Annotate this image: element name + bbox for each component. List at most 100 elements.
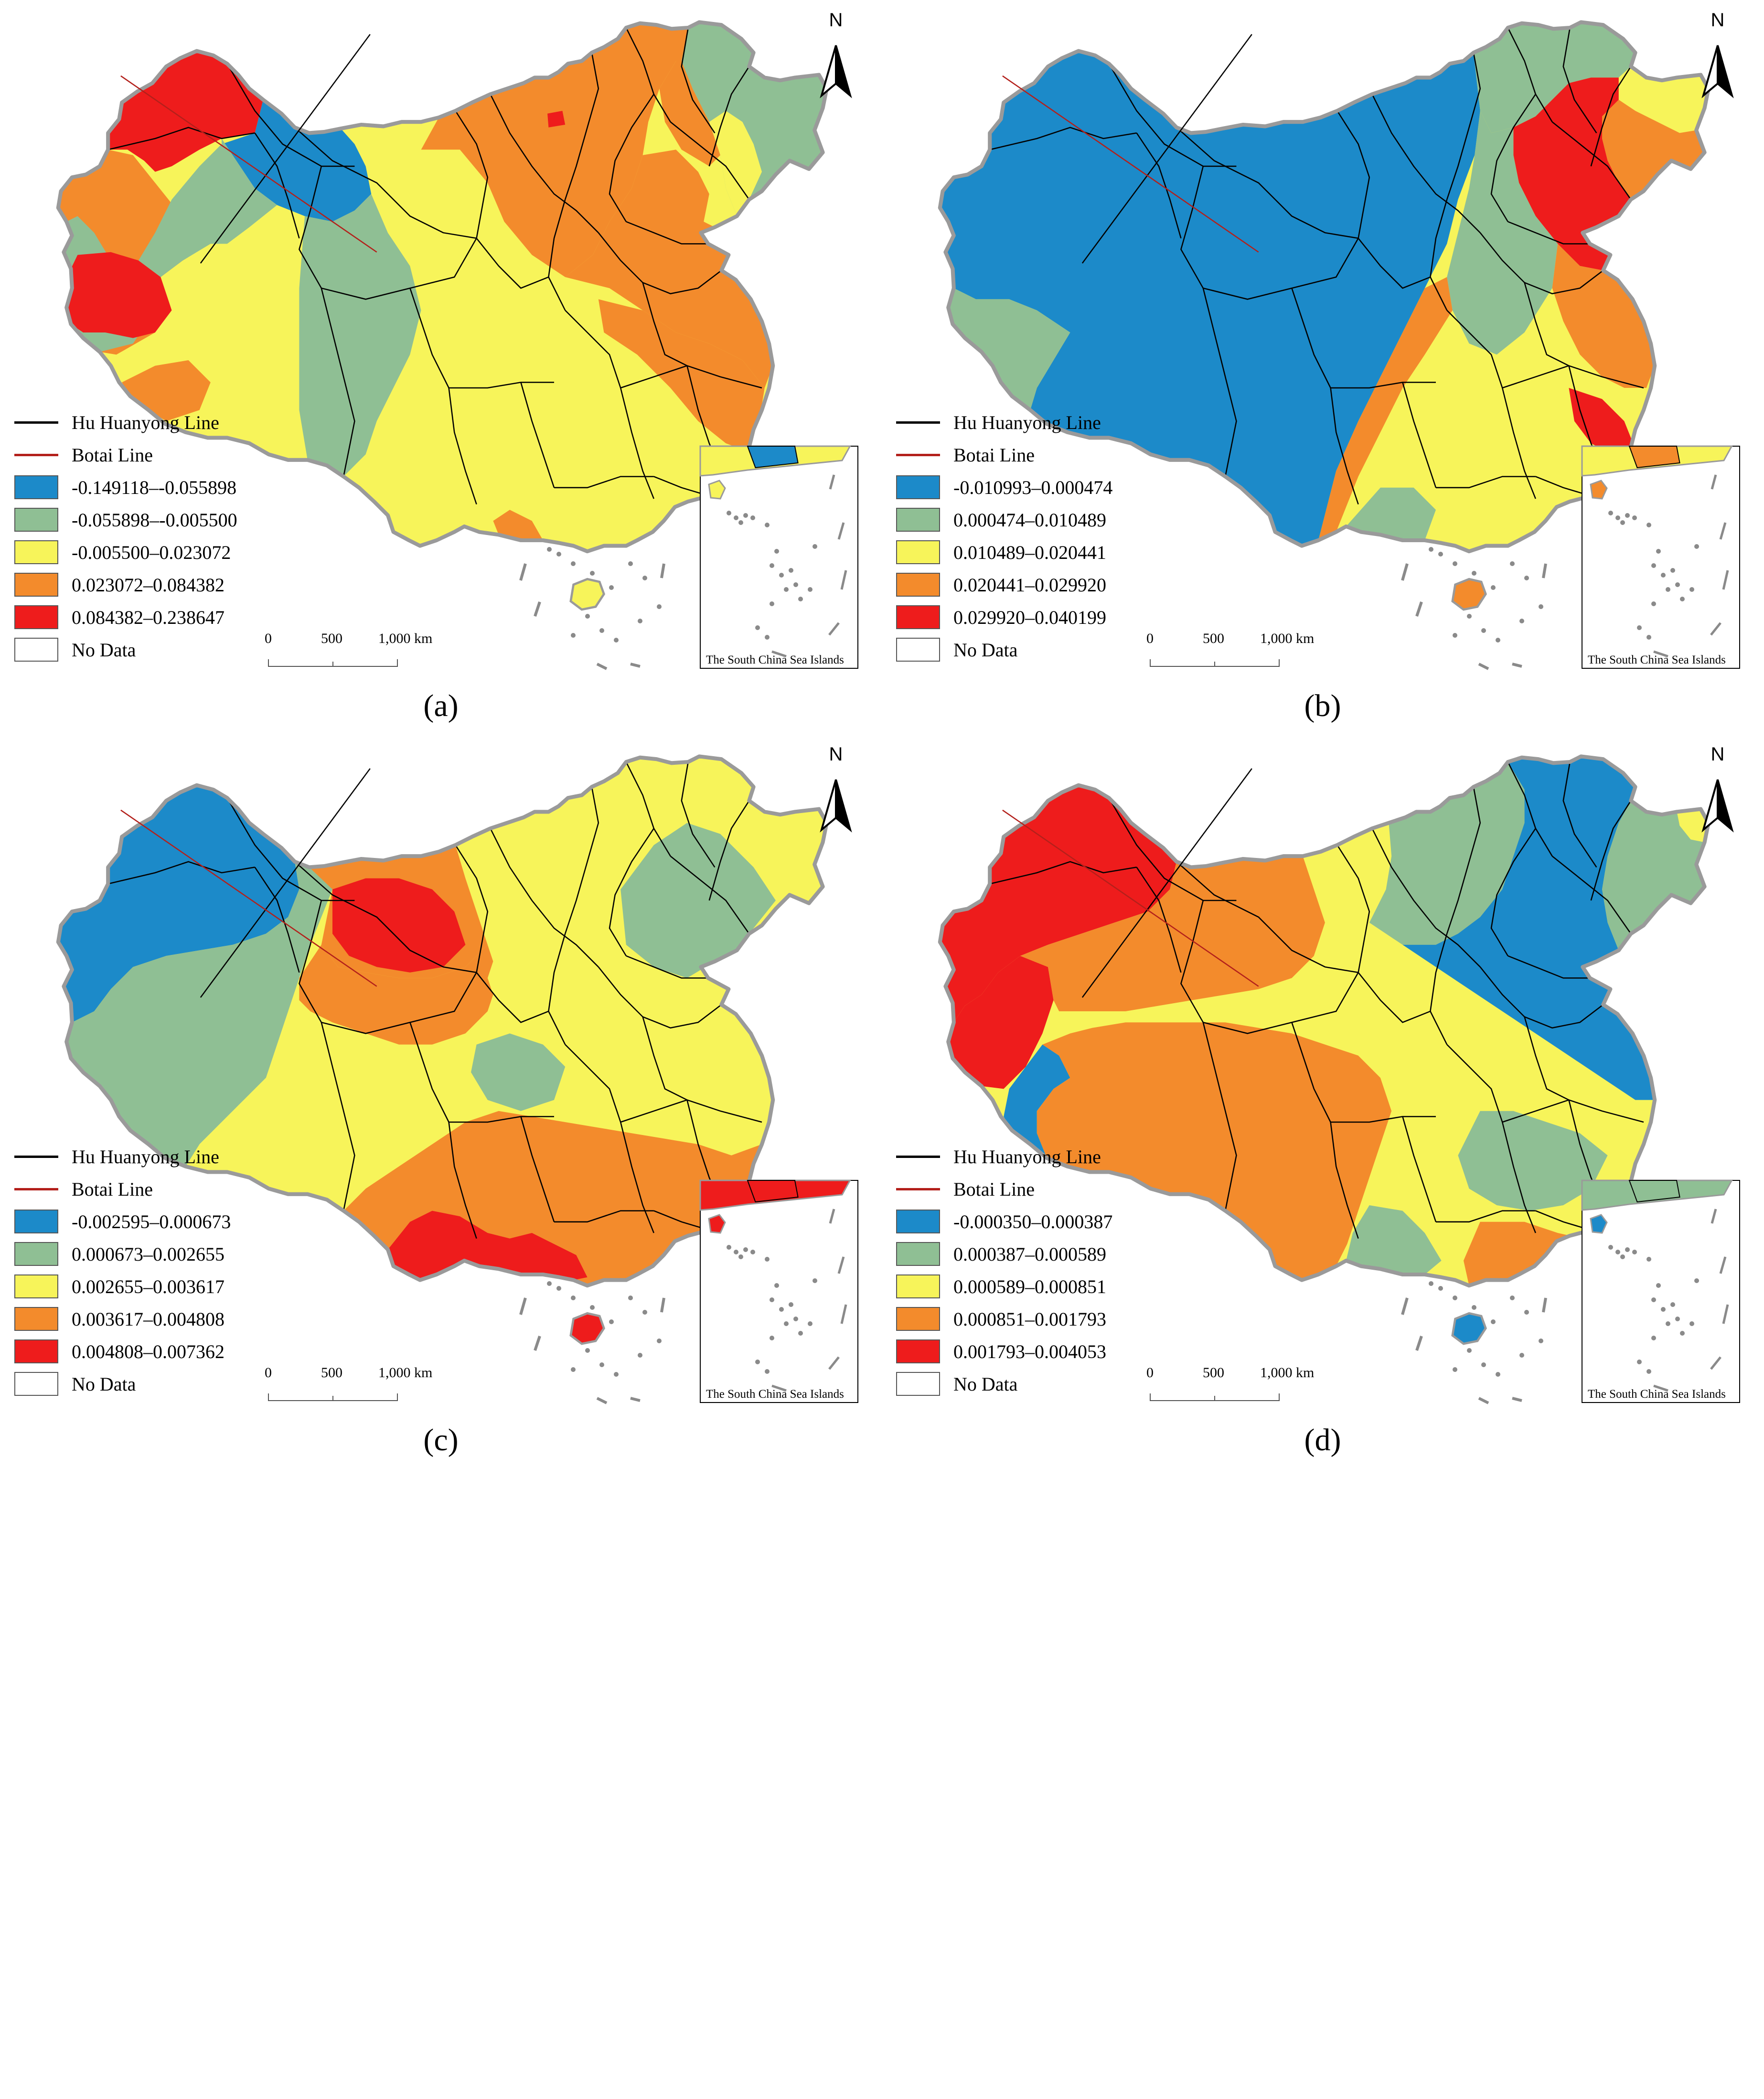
legend-class-1: -0.002595–0.000673 <box>14 1205 282 1238</box>
province-boundary <box>107 127 255 150</box>
province-boundary <box>1501 1122 1536 1233</box>
region-class-3 <box>1677 809 1709 843</box>
region-class-4 <box>1318 277 1453 540</box>
province-boundary <box>670 121 750 200</box>
region-class-2 <box>620 823 776 978</box>
no-data-label: No Data <box>953 639 1018 661</box>
region-class-4 <box>565 150 773 388</box>
class-4-label: 0.000851–0.001793 <box>953 1308 1106 1330</box>
legend-class-5: 0.029920–0.040199 <box>896 601 1164 633</box>
region-class-3 <box>343 144 765 552</box>
province-boundary <box>321 1022 355 1211</box>
province-boundary <box>1336 845 1370 973</box>
scale-label-0: 0 <box>265 1365 272 1381</box>
map-panel-d: N Hu Huanyong Line Botai Line -0.000350–… <box>882 734 1764 1468</box>
scale-label-1000: 1,000 km <box>1260 1365 1315 1381</box>
swatch-no-data <box>896 638 940 662</box>
class-2-label: 0.000474–0.010489 <box>953 509 1106 531</box>
country-outline <box>56 20 829 554</box>
hainan-island <box>569 1312 605 1345</box>
legend-class-1: -0.000350–0.000387 <box>896 1205 1164 1238</box>
province-boundary <box>565 1044 621 1123</box>
region-class-2 <box>681 22 827 216</box>
botai-line <box>1002 809 1259 987</box>
province-boundary <box>254 132 300 239</box>
province-boundary <box>554 1210 654 1223</box>
swatch-class-5 <box>14 1339 58 1363</box>
province-boundary <box>620 387 654 499</box>
swatch-no-data <box>14 638 58 662</box>
class-1-label: -0.002595–0.000673 <box>72 1210 231 1232</box>
province-boundary <box>681 27 716 134</box>
region-class-1 <box>58 785 299 1023</box>
province-boundary <box>1180 900 1359 1034</box>
province-boundary <box>1562 27 1597 134</box>
legend-class-2: 0.000673–0.002655 <box>14 1238 282 1270</box>
north-arrow-icon <box>820 779 852 833</box>
province-boundary <box>548 199 566 311</box>
swatch-class-2 <box>14 508 58 532</box>
province-boundary <box>548 933 566 1045</box>
province-boundary <box>609 94 654 222</box>
region-class-2 <box>1473 22 1636 133</box>
swatch-class-4 <box>896 573 940 597</box>
province-boundary <box>1524 282 1569 366</box>
province-boundary <box>1136 867 1182 973</box>
province-boundary <box>564 786 599 934</box>
inset-title: The South China Sea Islands <box>1588 1388 1726 1401</box>
province-boundary <box>226 797 355 901</box>
province-boundary <box>294 861 477 974</box>
botai-line <box>120 809 377 987</box>
region-class-2 <box>1346 1205 1442 1274</box>
hu-huanyong-line <box>200 34 371 264</box>
province-boundary <box>1330 387 1359 505</box>
province-boundary <box>455 110 489 239</box>
province-boundary <box>409 288 449 388</box>
legend-class-4: 0.003617–0.004808 <box>14 1303 282 1335</box>
region-class-3 <box>155 244 277 366</box>
legend-no-data: No Data <box>896 633 1164 666</box>
north-arrow-icon <box>1701 45 1734 98</box>
province-boundary <box>620 1122 654 1233</box>
botai-line-label: Botai Line <box>72 444 153 466</box>
province-boundary <box>520 1116 555 1222</box>
class-3-label: 0.010489–0.020441 <box>953 541 1106 563</box>
province-boundary <box>1479 966 1604 1029</box>
class-4-label: 0.020441–0.029920 <box>953 574 1106 596</box>
province-boundary <box>107 861 255 885</box>
map-panel-a: N Hu Huanyong Line Botai Line -0.149118–… <box>0 0 882 734</box>
region-class-3 <box>687 756 754 812</box>
region-class-4 <box>493 510 543 540</box>
province-boundary <box>449 1116 554 1123</box>
region-class-1 <box>940 51 1480 546</box>
scale-label-500: 500 <box>1203 1365 1224 1381</box>
province-boundary <box>1358 972 1431 1023</box>
province-boundary <box>1330 1122 1359 1239</box>
province-boundary <box>1330 382 1436 389</box>
swatch-class-2 <box>896 1242 940 1266</box>
south-china-sea-inset <box>1581 1179 1740 1403</box>
swatch-class-3 <box>14 1274 58 1298</box>
province-boundary <box>1291 1022 1331 1123</box>
province-boundary <box>626 221 708 245</box>
province-boundary <box>598 232 722 295</box>
legend-botai-line: Botai Line <box>896 1173 1164 1205</box>
south-china-sea-inset <box>1581 445 1740 669</box>
no-data-label: No Data <box>953 1373 1018 1395</box>
province-boundary <box>520 382 555 488</box>
province-boundary <box>1136 132 1182 239</box>
province-boundary <box>1507 761 1553 857</box>
scale-label-1000: 1,000 km <box>1260 631 1315 646</box>
region-class-4 <box>598 299 765 452</box>
region-class-2 <box>66 861 332 1167</box>
province-boundary <box>1435 476 1536 489</box>
province-boundary <box>1371 828 1481 968</box>
botai-line <box>1002 75 1259 253</box>
province-boundary <box>1336 110 1370 239</box>
sea-islands <box>519 547 665 670</box>
inset-title: The South China Sea Islands <box>706 1388 844 1401</box>
region-class-1 <box>1004 1044 1070 1158</box>
legend-class-3: 0.000589–0.000851 <box>896 1270 1164 1303</box>
swatch-class-5 <box>896 605 940 629</box>
region-class-4 <box>299 944 499 1045</box>
